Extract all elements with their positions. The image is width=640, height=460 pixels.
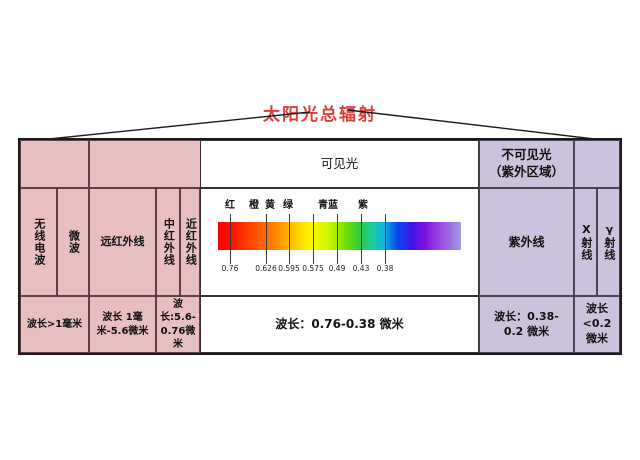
spectrum-color-label: 黄 bbox=[265, 200, 275, 211]
wavelength-cell-far-infrared: 波长 1毫米-5.6微米 bbox=[89, 296, 156, 353]
band-cell-ultraviolet: 紫外线 bbox=[479, 188, 574, 296]
wavelength-cell-xray-gamma: 波长<0.2 微米 bbox=[574, 296, 620, 353]
spectrum-color-label: 橙 bbox=[249, 200, 259, 211]
spectrum-gradient-bar bbox=[218, 222, 461, 250]
visible-spectrum-graphic: 红 橙黄绿 青蓝 紫 0.76 0.626 0.595 0.575 0.49 0.43 0.38 bbox=[218, 196, 461, 280]
spectrum-tick-value: 0.595 bbox=[278, 264, 300, 273]
spectrum-tick-line bbox=[266, 214, 267, 264]
header-cell-radio-blank bbox=[20, 140, 89, 188]
spectrum-tick-line bbox=[337, 214, 338, 264]
wavelength-cell-visible: 波长：0.76-0.38 微米 bbox=[200, 296, 479, 353]
spectrum-color-label: 青蓝 bbox=[318, 200, 338, 211]
spectrum-color-label: 红 bbox=[225, 200, 235, 211]
title-pointer-lines bbox=[19, 109, 621, 143]
spectrum-table: 不可见光 （红外区域） 不可见光 （紫外区域） 可见光 无线电波 微波 远红外线… bbox=[18, 138, 622, 355]
wavelength-cell-radio: 波长>1毫米 bbox=[20, 296, 89, 353]
wavelength-cell-mid-near-infrared: 波长:5.6-0.76微米 bbox=[156, 296, 200, 353]
header-cell-xray-blank bbox=[574, 140, 620, 188]
spectrum-tick-value: 0.49 bbox=[328, 264, 346, 273]
band-cell-gamma-ray: γ射线 bbox=[597, 188, 620, 296]
header-cell-invisible-ultraviolet: 不可见光 （紫外区域） bbox=[479, 140, 574, 188]
header-cell-visible-light: 可见光 bbox=[200, 140, 479, 188]
band-cell-xray: X射线 bbox=[574, 188, 597, 296]
wavelength-cell-ultraviolet: 波长：0.38-0.2 微米 bbox=[479, 296, 574, 353]
spectrum-tick-line bbox=[385, 214, 386, 264]
band-cell-near-infrared: 近红外线 bbox=[180, 188, 200, 296]
band-cell-radio-wave: 无线电波 bbox=[20, 188, 57, 296]
spectrum-tick-line bbox=[361, 214, 362, 264]
page-title: 太阳光总辐射 bbox=[263, 105, 377, 125]
spectrum-color-label: 紫 bbox=[358, 200, 368, 211]
spectrum-tick-value: 0.38 bbox=[376, 264, 394, 273]
spectrum-tick-value: 0.626 bbox=[255, 264, 277, 273]
spectrum-tick-value: 0.575 bbox=[302, 264, 324, 273]
band-cell-far-infrared: 远红外线 bbox=[89, 188, 156, 296]
spectrum-tick-line bbox=[313, 214, 314, 264]
band-cell-mid-infrared: 中红外线 bbox=[156, 188, 180, 296]
band-cell-microwave: 微波 bbox=[57, 188, 89, 296]
spectrum-tick-line bbox=[289, 214, 290, 264]
spectrum-color-label: 绿 bbox=[283, 200, 293, 211]
spectrum-tick-line bbox=[230, 214, 231, 264]
spectrum-tick-value: 0.43 bbox=[352, 264, 370, 273]
spectrum-color-labels: 红 橙黄绿 青蓝 紫 bbox=[218, 196, 461, 214]
spectrum-tick-value: 0.76 bbox=[221, 264, 239, 273]
